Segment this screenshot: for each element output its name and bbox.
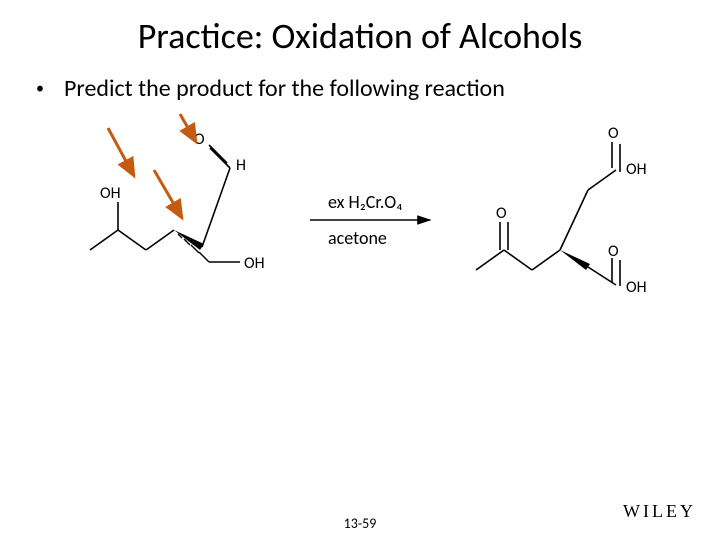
svg-text:OH: OH: [244, 254, 265, 273]
bullet-item: • Predict the product for the following …: [36, 74, 684, 104]
svg-text:O: O: [608, 124, 619, 143]
svg-text:H: H: [236, 156, 246, 175]
annotation-arrows: [108, 114, 196, 218]
svg-text:O: O: [496, 204, 507, 223]
bullet-marker: •: [36, 74, 64, 104]
product-labels: O O OH O OH: [496, 124, 647, 297]
svg-text:acetone: acetone: [328, 227, 387, 249]
svg-text:O: O: [608, 242, 619, 261]
slide-title: Practice: Oxidation of Alcohols: [0, 14, 720, 58]
svg-text:OH: OH: [100, 184, 121, 203]
svg-text:ex H₂Cr.O₄: ex H₂Cr.O₄: [328, 191, 403, 213]
svg-text:OH: OH: [626, 278, 647, 297]
reaction-diagram: OH O H OH ex H₂Cr.O₄ acetone: [60, 110, 680, 350]
reaction-arrow: ex H₂Cr.O₄ acetone: [310, 191, 430, 249]
publisher-logo: WILEY: [623, 501, 696, 522]
reactant-labels: OH O H OH: [100, 130, 265, 273]
reactant-structure: [90, 145, 240, 262]
page-number: 13-59: [0, 515, 720, 532]
reaction-svg: OH O H OH ex H₂Cr.O₄ acetone: [60, 110, 680, 350]
svg-text:OH: OH: [626, 160, 647, 179]
bullet-text: Predict the product for the following re…: [64, 74, 684, 103]
